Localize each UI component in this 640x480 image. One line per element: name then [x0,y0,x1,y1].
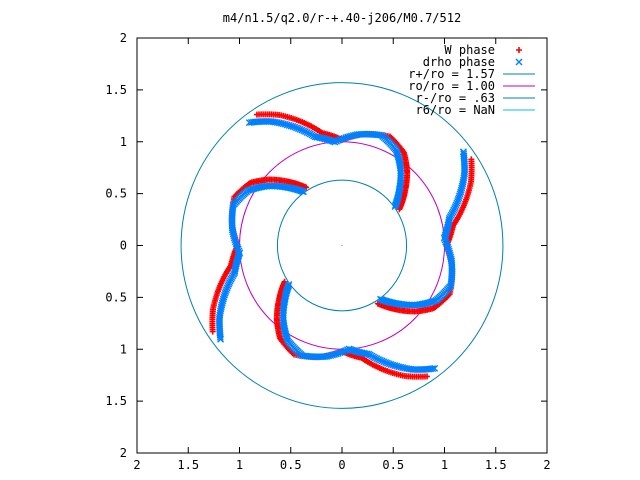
legend-label: drho phase [423,55,495,69]
data-point [224,282,232,290]
data-point [340,347,348,355]
y-tick-label: 1.5 [105,83,127,97]
data-point [298,126,306,134]
data-point [454,196,462,204]
data-point [225,280,233,288]
data-point [338,348,346,356]
x-tick-label: 0.5 [382,458,404,472]
data-point [234,245,242,253]
data-point [453,199,461,207]
data-point [431,364,439,372]
data-point [221,289,229,297]
data-point [231,238,239,246]
data-point [346,132,354,140]
y-tick-label: 1.5 [105,394,127,408]
data-point [445,245,453,253]
data-point [217,335,225,343]
data-point [446,251,454,259]
data-point [378,357,386,365]
data-point [451,203,459,211]
data-point [334,349,342,357]
x-tick-label: 1 [236,458,243,472]
data-point [209,328,216,335]
data-point [468,156,475,163]
data-point [455,194,463,202]
legend-label: W phase [444,43,495,57]
reference-circle [276,179,408,312]
y-tick-label: 1 [120,135,127,149]
data-point [452,201,460,209]
data-point [332,350,340,358]
data-point [233,242,241,249]
data-point [247,118,255,126]
data-point [245,119,253,127]
x-tick-label: 1.5 [485,458,507,472]
data-point [230,232,238,240]
data-point [338,135,346,143]
data-point [445,247,453,255]
data-point [222,286,230,294]
y-tick-label: 1 [120,342,127,356]
data-point [336,349,344,357]
data-point [444,243,452,251]
data-point [253,111,260,118]
y-tick-label: 2 [120,31,127,45]
data-point [443,240,451,248]
legend-label: r+/ro = 1.57 [408,67,495,81]
legend-label: r6/ro = NaN [416,103,495,117]
data-point [443,242,451,249]
y-tick-label: 0 [120,239,127,253]
axes: 2 1.5 1 0.5 0 0.5 1 1.5 221.510.500.511.52 [105,31,550,472]
data-point [515,58,523,66]
data-point [460,150,468,158]
x-tick-label: 2 [133,458,140,472]
data-point [342,134,350,142]
chart-title: m4/n1.5/q2.0/r-+.40-j206/M0.7/512 [223,11,461,25]
data-point [446,249,454,257]
data-point [459,148,467,156]
x-tick-label: 2 [543,458,550,472]
x-tick-label: 0 [338,458,345,472]
data-point [454,197,462,205]
data-point [340,134,348,142]
data-point [296,125,304,133]
data-point [230,234,238,242]
data-point [216,333,224,341]
y-tick-label: 0.5 [105,187,127,201]
y-tick-label: 0.5 [105,290,127,304]
data-point [442,238,450,246]
reference-circle [180,82,504,409]
data-point [334,136,342,144]
legend-label: ro/ro = 1.00 [408,79,495,93]
data-point [336,136,344,144]
x-tick-label: 1 [441,458,448,472]
x-tick-label: 0.5 [280,458,302,472]
x-tick-label: 1.5 [177,458,199,472]
data-point [231,236,239,244]
data-point [429,365,437,373]
data-point [380,358,388,366]
data-point [330,351,338,359]
data-points [209,111,475,380]
data-point [344,133,352,141]
series-points [215,117,469,374]
data-point [516,47,522,53]
data-point [342,347,350,355]
origin-dot [341,244,343,247]
data-point [222,287,230,295]
y-tick-label: 2 [120,446,127,460]
legend-label: r-/ro = .63 [416,91,495,105]
data-point [233,243,241,251]
data-point [424,373,431,380]
data-point [232,240,240,248]
data-point [223,284,231,292]
